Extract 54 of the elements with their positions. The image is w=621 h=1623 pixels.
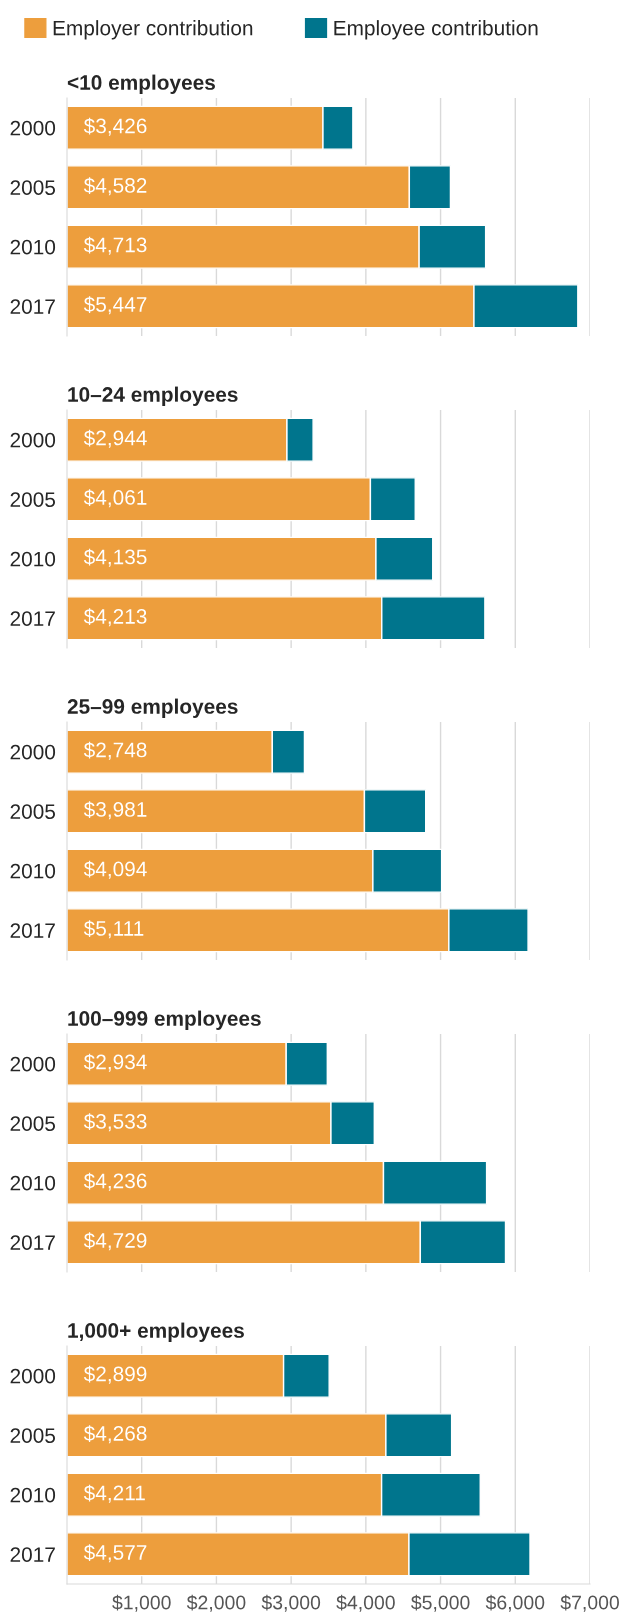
data-label: $2,899: [83, 1365, 147, 1384]
data-label: $4,135: [83, 548, 147, 567]
y-tick-label: 2017: [10, 923, 55, 938]
y-tick-label: 2005: [10, 1116, 56, 1131]
x-tick-label: $2,000: [186, 1594, 246, 1612]
data-label: $3,533: [83, 1113, 147, 1132]
y-tick-label: 2005: [10, 1428, 56, 1443]
chart-title: <10 employees: [67, 74, 215, 94]
data-label: $3,426: [83, 117, 147, 136]
y-tick-label: 2000: [10, 1056, 56, 1072]
legend-label: Employee contribution: [334, 20, 538, 40]
data-label: $4,211: [83, 1484, 145, 1503]
chart-title: 10–24 employees: [68, 386, 238, 406]
data-label: $4,582: [83, 177, 147, 196]
y-tick-label: 2000: [10, 432, 56, 448]
chart-title: 25–99 employees: [67, 698, 238, 718]
y-tick-label: 2005: [10, 804, 56, 819]
data-label: $4,061: [83, 489, 147, 508]
data-label: $4,236: [83, 1172, 147, 1191]
data-label: $5,447: [83, 296, 147, 315]
x-tick-label: $6,000: [485, 1594, 545, 1612]
y-tick-label: 2005: [10, 180, 56, 195]
data-label: $4,268: [83, 1425, 147, 1444]
data-label: $2,944: [83, 429, 147, 448]
chart-title: 100–999 employees: [68, 1010, 261, 1030]
chart-title: 1,000+ employees: [68, 1322, 244, 1342]
y-tick-label: 2005: [10, 492, 56, 507]
legend-label: Employer contribution: [53, 20, 253, 40]
y-tick-label: 2010: [10, 1487, 56, 1503]
x-tick-label: $1,000: [112, 1594, 171, 1612]
data-label: $4,729: [83, 1232, 147, 1251]
data-label: $2,748: [83, 741, 147, 760]
x-tick-label: $7,000: [560, 1594, 619, 1612]
y-tick-label: 2010: [10, 863, 56, 879]
y-tick-label: 2017: [10, 299, 55, 314]
data-label: $4,577: [83, 1544, 147, 1563]
y-tick-label: 2017: [10, 1547, 55, 1562]
y-tick-label: 2010: [10, 551, 56, 567]
data-label: $3,981: [83, 801, 147, 820]
x-tick-label: $5,000: [411, 1594, 470, 1612]
x-tick-label: $4,000: [336, 1594, 395, 1612]
y-tick-label: 2000: [10, 120, 56, 136]
y-tick-label: 2000: [10, 744, 56, 760]
y-tick-label: 2017: [10, 611, 55, 626]
data-label: $4,713: [83, 236, 147, 255]
data-label: $2,934: [83, 1053, 147, 1072]
y-tick-label: 2017: [10, 1235, 55, 1250]
x-tick-label: $3,000: [261, 1594, 321, 1612]
data-label: $5,111: [83, 920, 144, 939]
y-tick-label: 2000: [10, 1368, 56, 1384]
data-label: $4,213: [83, 608, 147, 627]
data-label: $4,094: [83, 860, 147, 879]
y-tick-label: 2010: [10, 1175, 56, 1191]
y-tick-label: 2010: [10, 239, 56, 255]
